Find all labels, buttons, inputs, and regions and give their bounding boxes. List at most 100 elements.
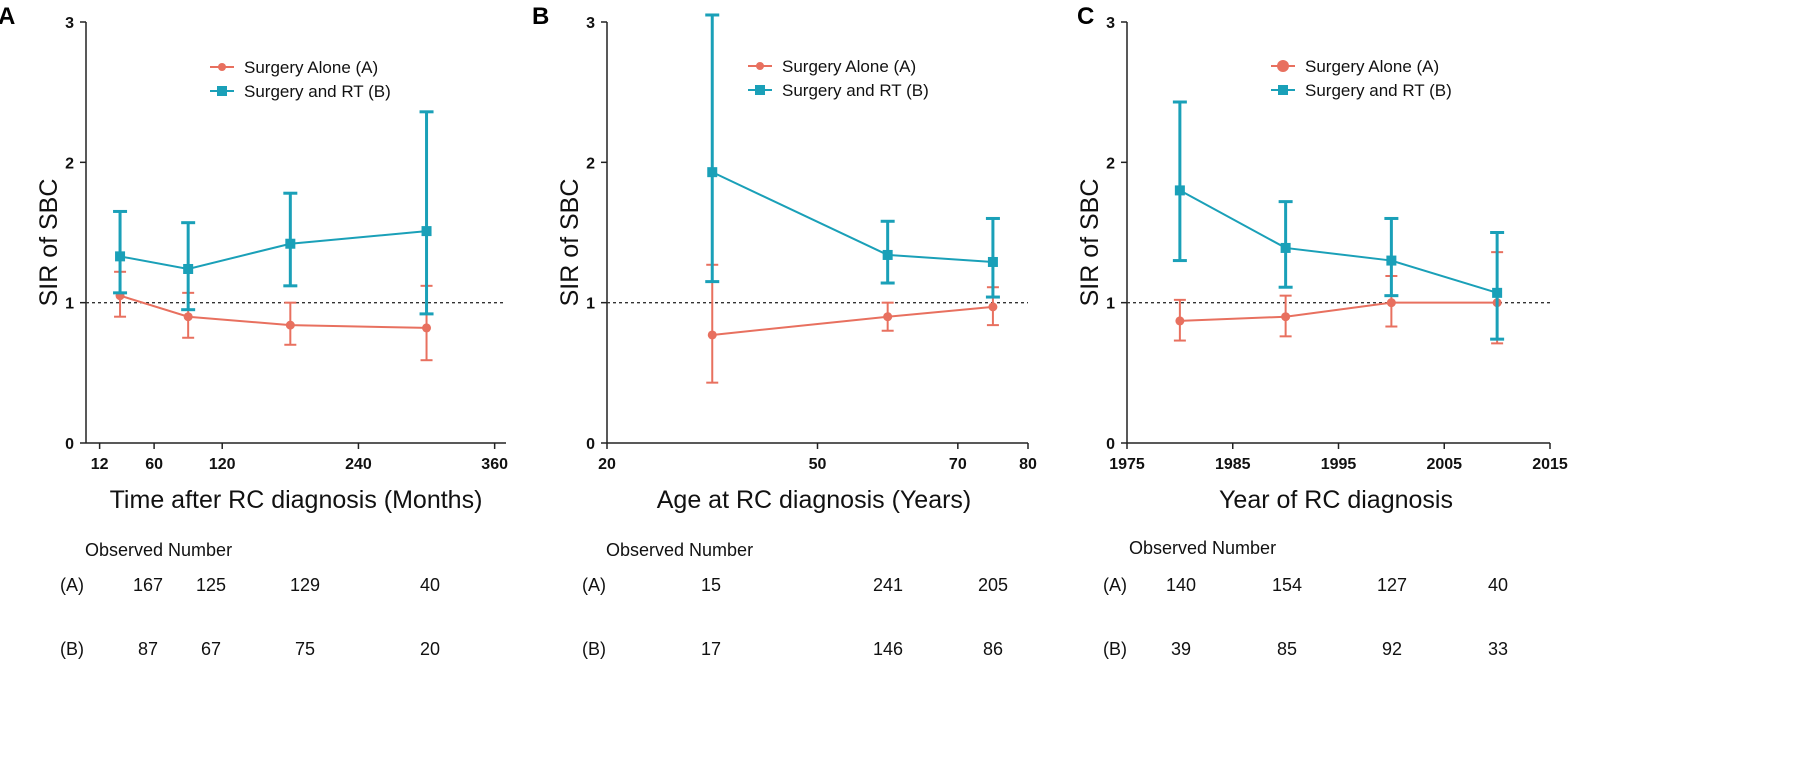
data-point-circle — [1386, 298, 1396, 308]
series-line — [1179, 189, 1498, 294]
x-tick-label: 1995 — [1321, 456, 1357, 473]
observed-value: 129 — [290, 575, 320, 595]
series-surgery-rt — [113, 110, 434, 316]
observed-value: 167 — [133, 575, 163, 595]
data-point-circle — [707, 330, 717, 340]
data-point-circle — [422, 323, 432, 333]
observed-value: 86 — [983, 639, 1003, 659]
observed-row-label: (A) — [1103, 575, 1127, 595]
y-tick-label: 1 — [1106, 296, 1115, 313]
observed-value: 39 — [1171, 639, 1191, 659]
data-point-square — [285, 238, 296, 249]
data-point-circle — [183, 312, 193, 322]
x-tick-label: 1985 — [1215, 456, 1251, 473]
data-point-square — [882, 249, 893, 260]
legend-label: Surgery Alone (A) — [782, 57, 916, 76]
legend-label: Surgery Alone (A) — [1305, 57, 1439, 76]
y-tick-label: 3 — [586, 15, 595, 32]
y-tick-label: 0 — [586, 436, 595, 453]
observed-value: 40 — [420, 575, 440, 595]
panel-label: C — [1077, 3, 1094, 30]
x-tick-label: 20 — [598, 456, 616, 473]
observed-row-label: (B) — [1103, 639, 1127, 659]
data-point-circle — [285, 320, 295, 330]
legend-marker-square — [1278, 85, 1288, 95]
x-tick-label: 120 — [209, 456, 236, 473]
x-axis-title: Age at RC diagnosis (Years) — [657, 486, 972, 514]
legend-label: Surgery Alone (A) — [244, 58, 378, 77]
observed-value: 92 — [1382, 639, 1402, 659]
x-tick-label: 240 — [345, 456, 372, 473]
data-point-square — [987, 256, 998, 267]
observed-value: 40 — [1488, 575, 1508, 595]
legend-label: Surgery and RT (B) — [1305, 81, 1452, 100]
y-tick-label: 2 — [1106, 155, 1115, 172]
x-axis-title: Time after RC diagnosis (Months) — [110, 486, 483, 514]
panel-b: B 0 1 2 3 20 50 70 80 Age at RC diagnosis (Years)… — [532, 3, 1037, 659]
x-axis-title: Year of RC diagnosis — [1219, 486, 1453, 514]
observed-value: 67 — [201, 639, 221, 659]
y-tick-label: 3 — [65, 15, 74, 32]
observed-number-table: Observed Number(A) 167 125 129 40 (B) 87 67 75 20 — [60, 540, 440, 659]
data-point-circle — [1175, 316, 1185, 326]
series-line — [119, 294, 427, 329]
observed-value: 17 — [701, 639, 721, 659]
observed-row-label: (A) — [582, 575, 606, 595]
y-axis-title: SIR of SBC — [556, 179, 584, 307]
y-tick-label: 1 — [65, 296, 74, 313]
x-tick-label: 360 — [481, 456, 508, 473]
x-tick-label: 1975 — [1109, 456, 1145, 473]
series-surgery-rt — [705, 13, 1000, 299]
data-point-circle — [988, 302, 998, 312]
observed-value: 20 — [420, 639, 440, 659]
observed-value: 140 — [1166, 575, 1196, 595]
legend: Surgery Alone (A) Surgery and RT (B) — [210, 58, 391, 101]
y-axis-title: SIR of SBC — [1076, 179, 1104, 307]
x-tick-label: 80 — [1019, 456, 1037, 473]
legend-marker-square — [755, 85, 765, 95]
observed-value: 33 — [1488, 639, 1508, 659]
observed-value: 127 — [1377, 575, 1407, 595]
observed-row-label: (A) — [60, 575, 84, 595]
legend-marker-circle — [1277, 60, 1289, 72]
x-tick-label: 12 — [91, 456, 109, 473]
legend-label: Surgery and RT (B) — [244, 82, 391, 101]
observed-number-header: Observed Number — [85, 540, 232, 560]
observed-value: 205 — [978, 575, 1008, 595]
panel-label: A — [0, 3, 15, 30]
observed-value: 87 — [138, 639, 158, 659]
legend: Surgery Alone (A) Surgery and RT (B) — [1271, 57, 1452, 100]
legend: Surgery Alone (A) Surgery and RT (B) — [748, 57, 929, 100]
observed-value: 75 — [295, 639, 315, 659]
legend-marker-square — [217, 86, 227, 96]
y-tick-label: 0 — [65, 436, 74, 453]
data-point-square — [1386, 255, 1397, 266]
series-line — [119, 230, 427, 271]
y-tick-label: 0 — [1106, 436, 1115, 453]
data-point-square — [707, 167, 718, 178]
observed-number-table: Observed Number(A) 15 241 205 (B) 17 146 86 — [582, 540, 1008, 659]
series-line — [711, 171, 993, 263]
legend-label: Surgery and RT (B) — [782, 81, 929, 100]
series-surgery-alone — [114, 270, 433, 362]
x-tick-label: 2005 — [1426, 456, 1462, 473]
series-surgery-rt — [1172, 100, 1505, 341]
observed-value: 15 — [701, 575, 721, 595]
data-point-square — [421, 226, 432, 237]
series-surgery-alone — [706, 263, 999, 384]
observed-value: 241 — [873, 575, 903, 595]
y-axis-title: SIR of SBC — [35, 179, 63, 307]
observed-row-label: (B) — [582, 639, 606, 659]
panel-c: C 0 1 2 3 1975 1985 1995 2005 2015 Year of RC diag… — [1076, 3, 1568, 659]
x-tick-label: 50 — [809, 456, 827, 473]
observed-number-header: Observed Number — [1129, 538, 1276, 558]
data-point-square — [183, 263, 194, 274]
observed-value: 125 — [196, 575, 226, 595]
y-tick-label: 3 — [1106, 15, 1115, 32]
observed-value: 146 — [873, 639, 903, 659]
observed-row-label: (B) — [60, 639, 84, 659]
observed-value: 154 — [1272, 575, 1302, 595]
series-line — [1179, 301, 1498, 322]
